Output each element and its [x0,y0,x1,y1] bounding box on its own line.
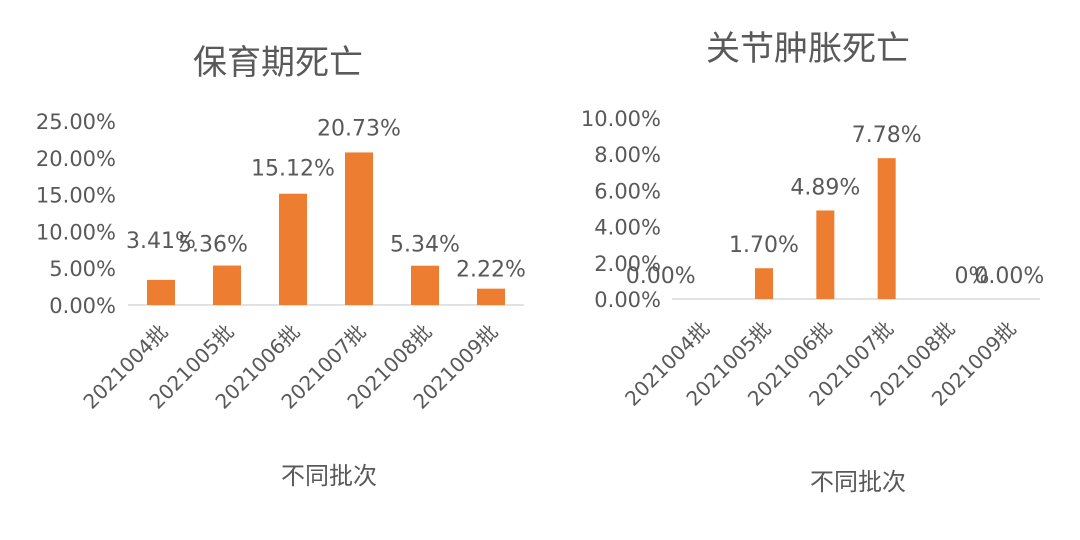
y-tick-label: 4.00% [594,216,661,240]
y-tick-label: 25.00% [36,110,116,134]
chart-title: 保育期死亡 [193,43,363,83]
chart-joint-swelling-mortality: 关节肿胀死亡0.00%2.00%4.00%6.00%8.00%10.00%0.0… [581,29,1044,496]
y-tick-label: 10.00% [36,220,116,244]
data-label: 0.00% [626,264,696,289]
bar [816,210,835,299]
bar [213,265,241,305]
y-tick-label: 0.00% [49,294,116,318]
bar [411,265,439,305]
y-tick-label: 20.00% [36,147,116,171]
chart-title: 关节肿胀死亡 [706,29,910,69]
data-label: 0.00% [974,264,1044,289]
data-label: 1.70% [729,233,799,258]
bar [279,193,307,305]
y-tick-label: 8.00% [594,143,661,167]
bar [345,152,373,305]
bar [877,158,896,299]
bar [147,279,175,305]
chart-nursery-mortality: 保育期死亡 0.00% 5.00% 10.00% 15.00% 20.00% 25.00% 3… [36,43,526,490]
x-axis-title: 不同批次 [810,468,906,496]
data-label: 5.34% [390,233,460,258]
bar [755,268,773,299]
y-tick-label: 15.00% [36,184,116,208]
data-label: 0% [955,264,990,289]
y-tick-label: 0.00% [594,288,661,312]
data-label: 3.41% [126,229,196,254]
data-label: 2.22% [456,258,526,283]
data-label: 5.36% [178,233,248,258]
data-label: 20.73% [317,116,401,141]
data-label: 7.78% [852,123,922,148]
bar [477,288,505,305]
y-tick-label: 5.00% [49,257,116,281]
data-label: 15.12% [251,157,335,182]
data-label: 4.89% [790,175,860,200]
y-tick-label: 10.00% [581,107,661,131]
y-tick-label: 6.00% [594,179,661,203]
y-tick-label: 2.00% [594,252,661,276]
x-axis-title: 不同批次 [281,462,377,490]
